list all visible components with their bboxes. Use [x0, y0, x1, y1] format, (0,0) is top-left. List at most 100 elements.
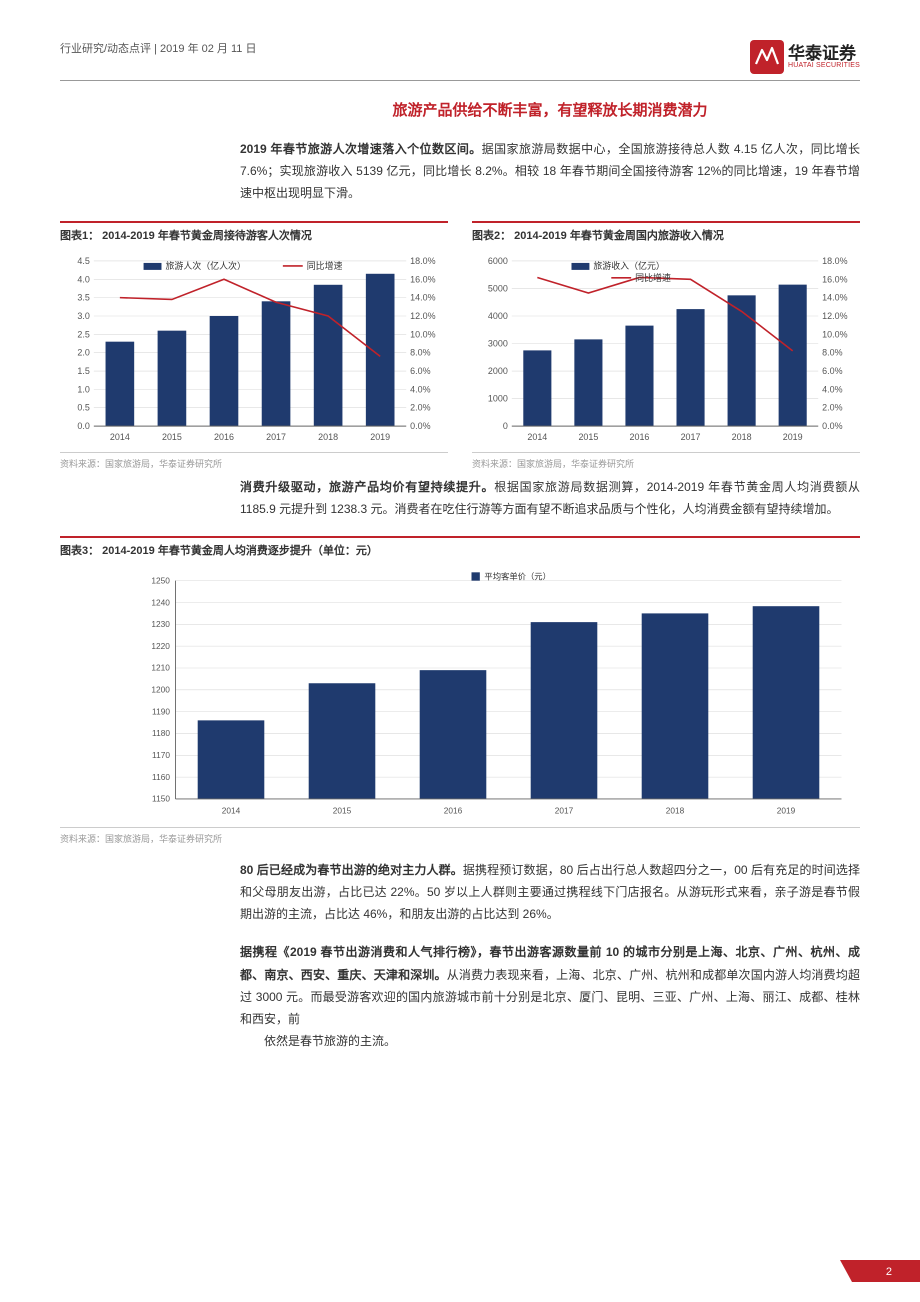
chart3-source: 资料来源：国家旅游局，华泰证券研究所: [60, 827, 860, 845]
brand-logo: 华泰证券 HUATAI SECURITIES: [750, 40, 860, 74]
logo-en: HUATAI SECURITIES: [788, 62, 860, 69]
svg-text:0: 0: [503, 421, 508, 431]
svg-text:旅游收入（亿元）: 旅游收入（亿元）: [593, 259, 665, 270]
svg-text:16.0%: 16.0%: [822, 274, 847, 284]
svg-text:1150: 1150: [152, 794, 170, 804]
chart2-source: 资料来源：国家旅游局，华泰证券研究所: [472, 452, 860, 470]
svg-text:2014: 2014: [110, 432, 130, 442]
svg-text:旅游人次（亿人次）: 旅游人次（亿人次）: [165, 259, 245, 270]
logo-text: 华泰证券 HUATAI SECURITIES: [788, 45, 860, 69]
chart1-source: 资料来源：国家旅游局，华泰证券研究所: [60, 452, 448, 470]
p1-bold: 2019 年春节旅游人次增速落入个位数区间。: [240, 142, 482, 156]
svg-text:2016: 2016: [214, 432, 234, 442]
p3-bold: 80 后已经成为春节出游的绝对主力人群。: [240, 863, 463, 877]
chart1-svg: 0.00.51.01.52.02.53.03.54.04.50.0%2.0%4.…: [60, 249, 448, 448]
svg-text:平均客单价（元）: 平均客单价（元）: [484, 572, 551, 582]
svg-text:1190: 1190: [152, 706, 170, 716]
p2-bold: 消费升级驱动，旅游产品均价有望持续提升。: [240, 480, 494, 494]
svg-text:0.0: 0.0: [77, 421, 89, 431]
svg-text:12.0%: 12.0%: [410, 311, 435, 321]
svg-text:2015: 2015: [333, 806, 352, 816]
svg-text:18.0%: 18.0%: [410, 255, 435, 265]
svg-text:4.0: 4.0: [77, 274, 89, 284]
chart1-title: 图表1： 2014-2019 年春节黄金周接待游客人次情况: [60, 221, 448, 243]
svg-text:6000: 6000: [488, 255, 508, 265]
svg-text:0.0%: 0.0%: [822, 421, 842, 431]
svg-text:5000: 5000: [488, 283, 508, 293]
header-breadcrumb: 行业研究/动态点评 | 2019 年 02 月 11 日: [60, 40, 256, 56]
svg-text:1160: 1160: [152, 772, 170, 782]
svg-text:14.0%: 14.0%: [410, 292, 435, 302]
svg-text:10.0%: 10.0%: [410, 329, 435, 339]
svg-text:4.5: 4.5: [77, 255, 89, 265]
svg-text:4.0%: 4.0%: [822, 384, 842, 394]
svg-text:1.5: 1.5: [77, 366, 89, 376]
paragraph-1: 2019 年春节旅游人次增速落入个位数区间。据国家旅游局数据中心，全国旅游接待总…: [240, 138, 860, 205]
svg-text:2017: 2017: [681, 432, 701, 442]
svg-text:16.0%: 16.0%: [410, 274, 435, 284]
chart2-svg: 0 1000 2000 3000 4000 5000 6000 0.0% 2.0% 4.0% 6.0…: [472, 249, 860, 448]
svg-text:1250: 1250: [151, 575, 170, 585]
page-container: 行业研究/动态点评 | 2019 年 02 月 11 日 华泰证券 HUATAI…: [0, 0, 920, 1302]
svg-text:2019: 2019: [370, 432, 390, 442]
svg-text:2.0: 2.0: [77, 347, 89, 357]
page-number: 2: [886, 1266, 892, 1278]
p4-tail-vis: 依然是春节旅游的主流。: [264, 1034, 396, 1048]
svg-text:10.0%: 10.0%: [822, 329, 847, 339]
paragraph-3: 80 后已经成为春节出游的绝对主力人群。据携程预订数据，80 后占出行总人数超四…: [240, 859, 860, 926]
svg-text:14.0%: 14.0%: [822, 292, 847, 302]
chart2-title: 图表2： 2014-2019 年春节黄金周国内旅游收入情况: [472, 221, 860, 243]
chart3-title: 图表3： 2014-2019 年春节黄金周人均消费逐步提升（单位：元）: [60, 536, 860, 558]
paragraph-2: 消费升级驱动，旅游产品均价有望持续提升。根据国家旅游局数据测算，2014-201…: [240, 476, 860, 520]
header-date: 2019 年 02 月 11 日: [160, 43, 256, 55]
svg-text:6.0%: 6.0%: [822, 366, 842, 376]
svg-text:1240: 1240: [151, 597, 170, 607]
svg-text:1170: 1170: [152, 750, 170, 760]
chart1-block: 图表1： 2014-2019 年春节黄金周接待游客人次情况 0.0 0.5 1.0 1…: [60, 221, 448, 470]
svg-text:18.0%: 18.0%: [822, 255, 847, 265]
svg-text:2.0%: 2.0%: [410, 402, 430, 412]
svg-text:同比增速: 同比增速: [635, 271, 671, 282]
svg-text:2018: 2018: [318, 432, 338, 442]
svg-text:2018: 2018: [732, 432, 752, 442]
svg-text:1230: 1230: [151, 619, 170, 629]
svg-text:同比增速: 同比增速: [307, 259, 343, 270]
svg-text:2015: 2015: [162, 432, 182, 442]
logo-icon: [750, 40, 784, 74]
svg-text:0.0%: 0.0%: [410, 421, 430, 431]
svg-text:1220: 1220: [151, 641, 170, 651]
svg-text:1.0: 1.0: [77, 384, 89, 394]
chart3-block: 图表3： 2014-2019 年春节黄金周人均消费逐步提升（单位：元） 1150…: [60, 536, 860, 845]
logo-cn: 华泰证券: [788, 45, 860, 62]
svg-text:2016: 2016: [444, 806, 463, 816]
page-header: 行业研究/动态点评 | 2019 年 02 月 11 日 华泰证券 HUATAI…: [60, 40, 860, 81]
svg-text:2016: 2016: [630, 432, 650, 442]
svg-text:2017: 2017: [555, 806, 574, 816]
svg-text:1200: 1200: [151, 684, 170, 694]
svg-text:3000: 3000: [488, 338, 508, 348]
charts-row-1: 图表1： 2014-2019 年春节黄金周接待游客人次情况 0.0 0.5 1.0 1…: [60, 221, 860, 470]
svg-text:4.0%: 4.0%: [410, 384, 430, 394]
paragraph-4: 据携程《2019 春节出游消费和人气排行榜》，春节出游客源数量前 10 的城市分…: [240, 941, 860, 1052]
svg-text:4000: 4000: [488, 311, 508, 321]
breadcrumb-text: 行业研究/动态点评: [60, 43, 151, 55]
svg-text:1210: 1210: [151, 663, 170, 673]
svg-text:2000: 2000: [488, 366, 508, 376]
svg-text:2017: 2017: [266, 432, 286, 442]
svg-text:2015: 2015: [578, 432, 598, 442]
svg-text:6.0%: 6.0%: [410, 366, 430, 376]
svg-text:2019: 2019: [783, 432, 803, 442]
svg-text:2014: 2014: [527, 432, 547, 442]
svg-text:3.5: 3.5: [77, 292, 89, 302]
svg-text:2.5: 2.5: [77, 329, 89, 339]
svg-text:2018: 2018: [666, 806, 685, 816]
chart2-block: 图表2： 2014-2019 年春节黄金周国内旅游收入情况 0 1000 2000 3…: [472, 221, 860, 470]
footer-flag-icon: [840, 1260, 920, 1282]
svg-text:8.0%: 8.0%: [822, 347, 842, 357]
svg-text:8.0%: 8.0%: [410, 347, 430, 357]
svg-text:1000: 1000: [488, 393, 508, 403]
svg-text:2019: 2019: [777, 806, 796, 816]
svg-text:2.0%: 2.0%: [822, 402, 842, 412]
svg-text:0.5: 0.5: [77, 402, 89, 412]
chart3-svg: 1150116011701180119012001210122012301240…: [120, 564, 860, 823]
